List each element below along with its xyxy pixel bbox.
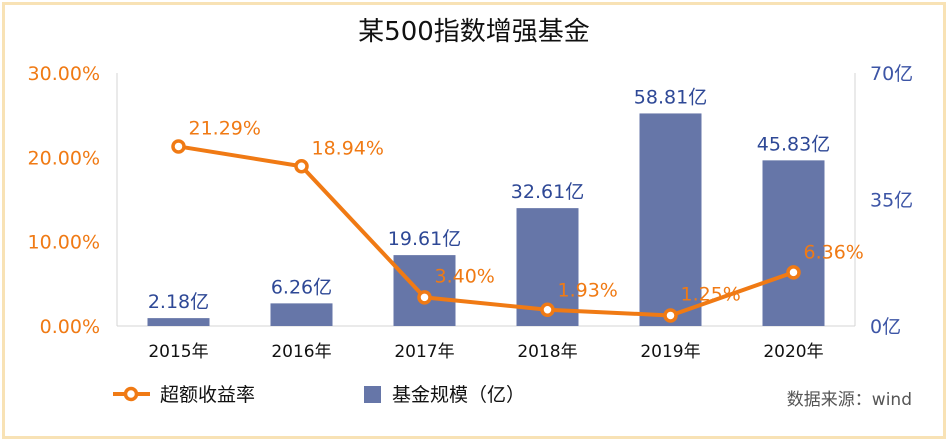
right-tick-0: 0亿 — [870, 316, 901, 338]
legend-bar-swatch — [364, 386, 381, 403]
x-tick-0: 2015年 — [148, 342, 208, 362]
line-label-0: 21.29% — [189, 117, 261, 139]
legend: 超额收益率 基金规模（亿） — [113, 384, 525, 406]
line-point-3 — [540, 302, 555, 317]
line-point-1 — [294, 159, 309, 174]
right-tick-2: 70亿 — [870, 63, 913, 85]
line-label-4: 1.25% — [681, 283, 741, 305]
line-data-labels: 21.29% 18.94% 3.40% 1.93% 1.25% 6.36% — [189, 117, 864, 305]
left-tick-2: 20.00% — [28, 147, 100, 169]
line-point-0 — [171, 139, 186, 154]
left-tick-1: 10.00% — [28, 232, 100, 254]
bar-label-2: 19.61亿 — [388, 228, 461, 250]
data-source-note: 数据来源：wind — [787, 390, 912, 410]
x-tick-5: 2020年 — [763, 342, 823, 362]
chart-title: 某500指数增强基金 — [358, 17, 590, 47]
line-label-5: 6.36% — [804, 241, 864, 263]
bar-label-5: 45.83亿 — [757, 133, 830, 155]
line-point-4 — [663, 308, 678, 323]
x-axis-tick-labels: 2015年 2016年 2017年 2018年 2019年 2020年 — [148, 342, 823, 362]
legend-line-marker — [123, 386, 139, 402]
bar-data-labels: 2.18亿 6.26亿 19.61亿 32.61亿 58.81亿 45.83亿 — [148, 86, 830, 313]
bar-0 — [147, 318, 210, 326]
line-series — [171, 139, 801, 323]
left-tick-3: 30.00% — [28, 63, 100, 85]
legend-bar-label: 基金规模（亿） — [392, 384, 525, 406]
bar-1 — [270, 303, 333, 326]
left-axis-tick-labels: 0.00% 10.00% 20.00% 30.00% — [28, 63, 100, 338]
legend-line-label: 超额收益率 — [160, 384, 255, 406]
line-point-5 — [786, 265, 801, 280]
left-tick-0: 0.00% — [40, 316, 100, 338]
excess-return-line — [176, 144, 796, 318]
right-axis-tick-labels: 0亿 35亿 70亿 — [870, 63, 913, 338]
x-tick-3: 2018年 — [517, 342, 577, 362]
bar-series — [147, 113, 825, 327]
x-tick-1: 2016年 — [271, 342, 331, 362]
x-tick-4: 2019年 — [640, 342, 700, 362]
line-label-2: 3.40% — [435, 265, 495, 287]
bar-label-1: 6.26亿 — [271, 276, 332, 298]
bar-label-0: 2.18亿 — [148, 291, 209, 313]
x-tick-2: 2017年 — [394, 342, 454, 362]
bar-4 — [639, 113, 702, 327]
bar-label-4: 58.81亿 — [634, 86, 707, 108]
line-label-3: 1.93% — [558, 280, 618, 302]
right-tick-1: 35亿 — [870, 190, 913, 212]
bar-5 — [762, 160, 825, 326]
bar-label-3: 32.61亿 — [511, 181, 584, 203]
line-point-2 — [417, 290, 432, 305]
line-label-1: 18.94% — [312, 137, 384, 159]
